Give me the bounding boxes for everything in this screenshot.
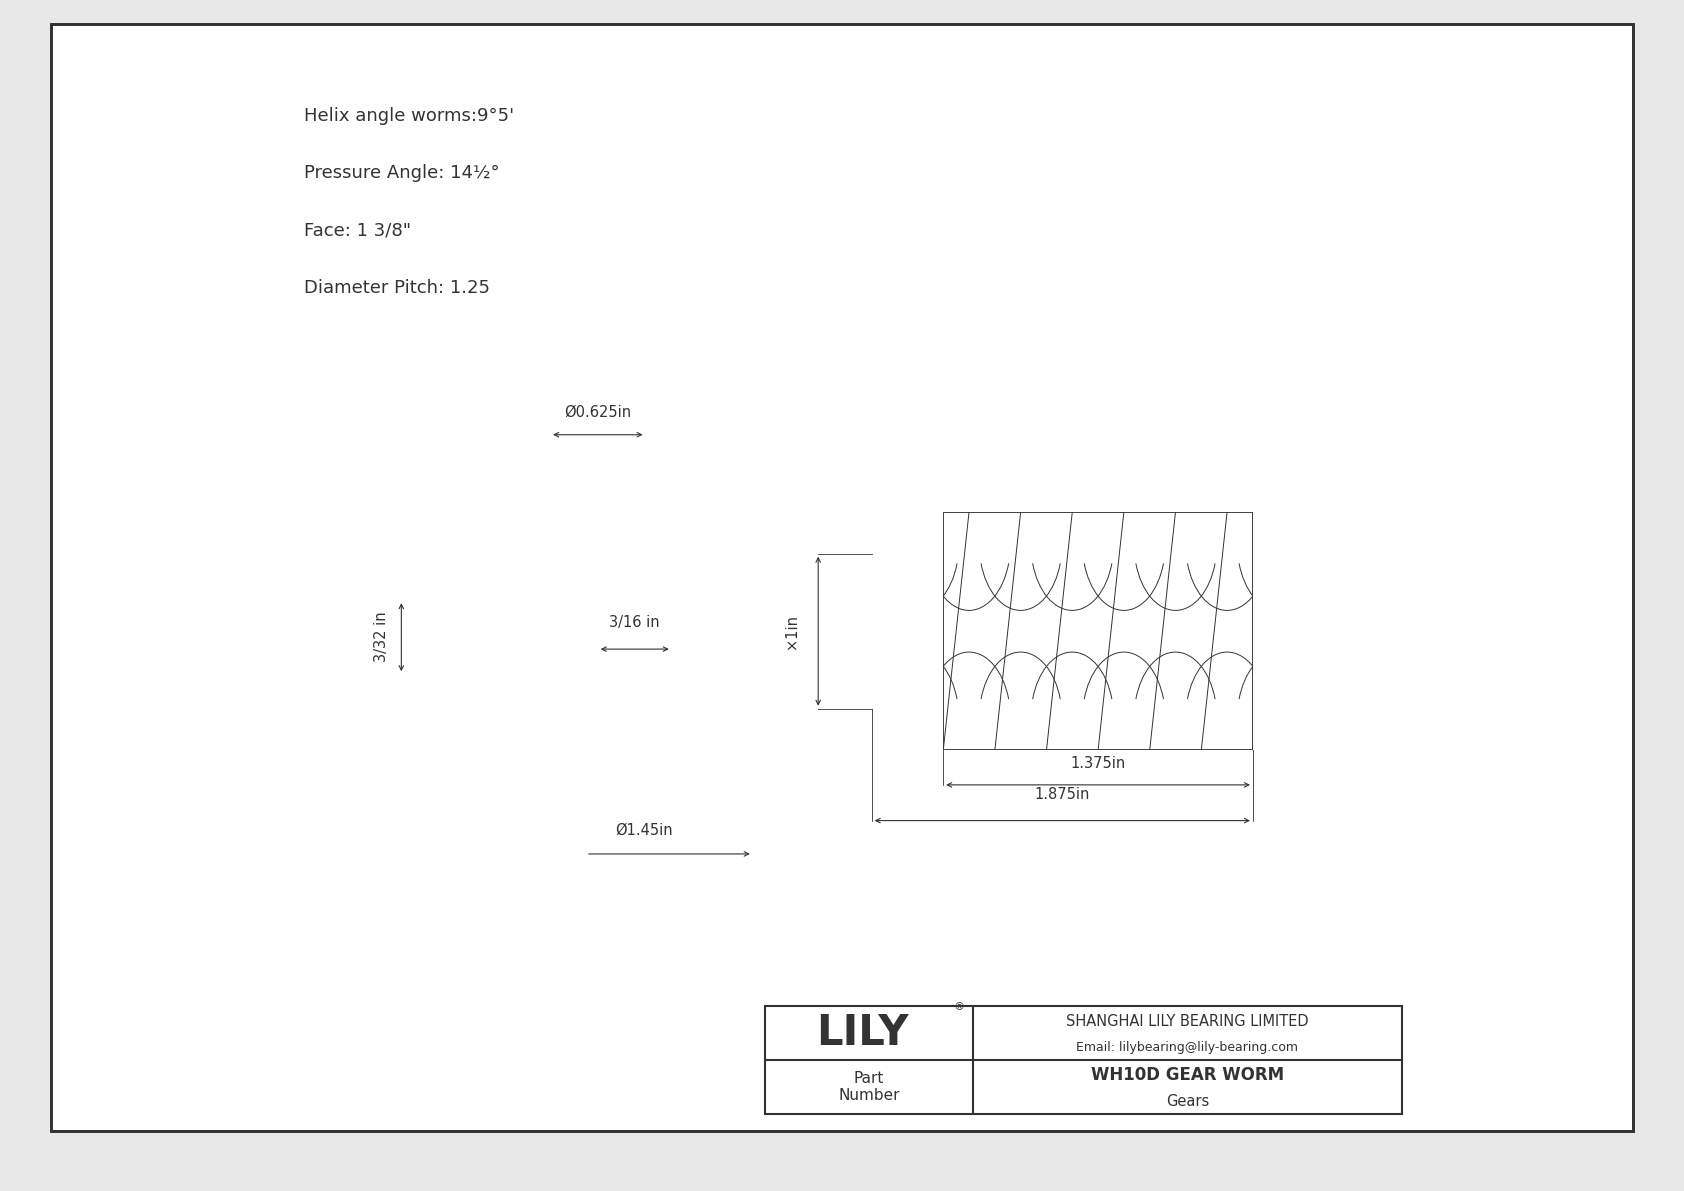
Text: 1.875in: 1.875in [1034, 786, 1090, 802]
Text: Pressure Angle: 14½°: Pressure Angle: 14½° [303, 164, 498, 182]
Text: 3/32 in: 3/32 in [374, 612, 389, 662]
Text: Helix angle worms:9°5': Helix angle worms:9°5' [303, 107, 514, 125]
Bar [588, 676, 608, 698]
Text: Face: 1 3/8": Face: 1 3/8" [303, 222, 411, 239]
Text: WH10D GEAR WORM: WH10D GEAR WORM [1091, 1066, 1283, 1084]
Text: Ø0.625in: Ø0.625in [564, 404, 632, 419]
Bar [943, 512, 1253, 750]
Text: 3/16 in: 3/16 in [610, 615, 660, 630]
Text: Part
Number: Part Number [839, 1071, 899, 1103]
Bar [765, 1006, 1401, 1114]
Text: Email: lilybearing@lily-bearing.com: Email: lilybearing@lily-bearing.com [1076, 1041, 1298, 1054]
Text: SHANGHAI LILY BEARING LIMITED: SHANGHAI LILY BEARING LIMITED [1066, 1014, 1308, 1029]
Ellipse shape [1293, 993, 1319, 1031]
Text: Ø1.45in: Ø1.45in [615, 822, 674, 837]
Text: LILY: LILY [817, 1012, 909, 1054]
Text: 1.375in: 1.375in [1071, 755, 1125, 771]
Ellipse shape [1246, 965, 1265, 1048]
Text: Gears: Gears [1165, 1093, 1209, 1109]
FancyBboxPatch shape [1263, 948, 1362, 1065]
Text: Diameter Pitch: 1.25: Diameter Pitch: 1.25 [303, 279, 490, 297]
Ellipse shape [1276, 943, 1359, 962]
Text: ×1in: ×1in [785, 613, 800, 649]
Text: ®: ® [953, 1002, 965, 1012]
Bar [872, 554, 943, 709]
